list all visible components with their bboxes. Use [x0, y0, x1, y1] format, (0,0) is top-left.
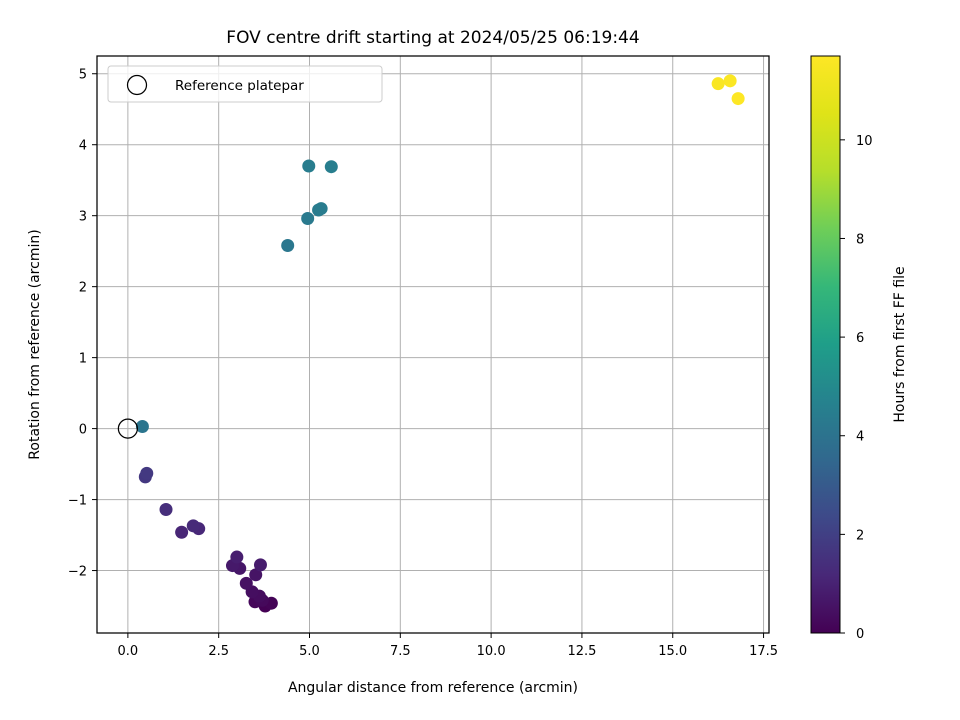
- y-axis-label: Rotation from reference (arcmin): [27, 229, 43, 459]
- x-tick-label: 2.5: [208, 644, 229, 659]
- colorbar-tick-label: 10: [856, 134, 873, 149]
- data-point: [186, 519, 200, 533]
- y-tick-label: 3: [79, 210, 87, 225]
- colorbar-label: Hours from first FF file: [892, 266, 908, 422]
- data-point: [249, 568, 263, 582]
- data-point: [324, 160, 338, 174]
- data-point: [239, 576, 253, 590]
- data-points: [135, 74, 745, 613]
- data-point: [314, 202, 328, 216]
- reference-marker: [117, 418, 139, 439]
- data-point: [140, 466, 154, 480]
- data-point: [135, 419, 149, 433]
- plot-frame: [96, 55, 770, 634]
- data-point: [711, 77, 725, 91]
- x-tick-label: 7.5: [390, 644, 411, 659]
- reference-platepar-marker: [117, 418, 139, 439]
- data-point: [301, 212, 315, 226]
- legend: Reference platepar: [107, 65, 383, 103]
- y-tick-label: 1: [79, 352, 87, 367]
- legend-entry-label: Reference platepar: [175, 78, 304, 94]
- y-tick-label: 4: [79, 139, 87, 154]
- x-axis-ticks: 0.0 2.5 5.0 7.5 10.0 12.5 15.0 17.5: [118, 633, 778, 659]
- x-tick-label: 12.5: [567, 644, 596, 659]
- y-tick-label: −2: [68, 565, 87, 580]
- colorbar-tick-label: 4: [856, 430, 864, 445]
- data-point: [723, 74, 737, 88]
- legend-marker-icon: [126, 74, 148, 96]
- data-point: [175, 525, 189, 539]
- colorbar-tick-label: 2: [856, 528, 864, 543]
- y-tick-label: 2: [79, 281, 87, 296]
- data-point: [253, 558, 267, 572]
- colorbar-tick-label: 8: [856, 232, 864, 247]
- y-tick-label: 0: [79, 423, 87, 438]
- x-tick-label: 17.5: [749, 644, 778, 659]
- colorbar: 0 2 4 6 8 10 Hours from first FF file: [810, 55, 908, 642]
- chart-title: FOV centre drift starting at 2024/05/25 …: [226, 28, 639, 48]
- x-tick-label: 0.0: [118, 644, 139, 659]
- data-point: [159, 503, 173, 517]
- y-tick-label: −1: [68, 494, 87, 509]
- x-tick-label: 15.0: [658, 644, 687, 659]
- x-axis-label: Angular distance from reference (arcmin): [288, 680, 578, 696]
- data-point: [281, 238, 295, 252]
- colorbar-tick-label: 0: [856, 627, 864, 642]
- colorbar-gradient: [810, 55, 841, 634]
- data-point: [731, 92, 745, 106]
- data-point: [302, 159, 316, 173]
- x-tick-label: 5.0: [299, 644, 320, 659]
- legend-box: [107, 65, 383, 103]
- y-tick-label: 5: [79, 68, 87, 83]
- x-tick-label: 10.0: [477, 644, 506, 659]
- data-point: [230, 550, 244, 564]
- y-axis-ticks: −2 −1 0 1 2 3 4 5: [68, 68, 97, 580]
- grid-lines: [97, 56, 769, 633]
- colorbar-ticks: 0 2 4 6 8 10: [840, 134, 873, 642]
- colorbar-tick-label: 6: [856, 331, 864, 346]
